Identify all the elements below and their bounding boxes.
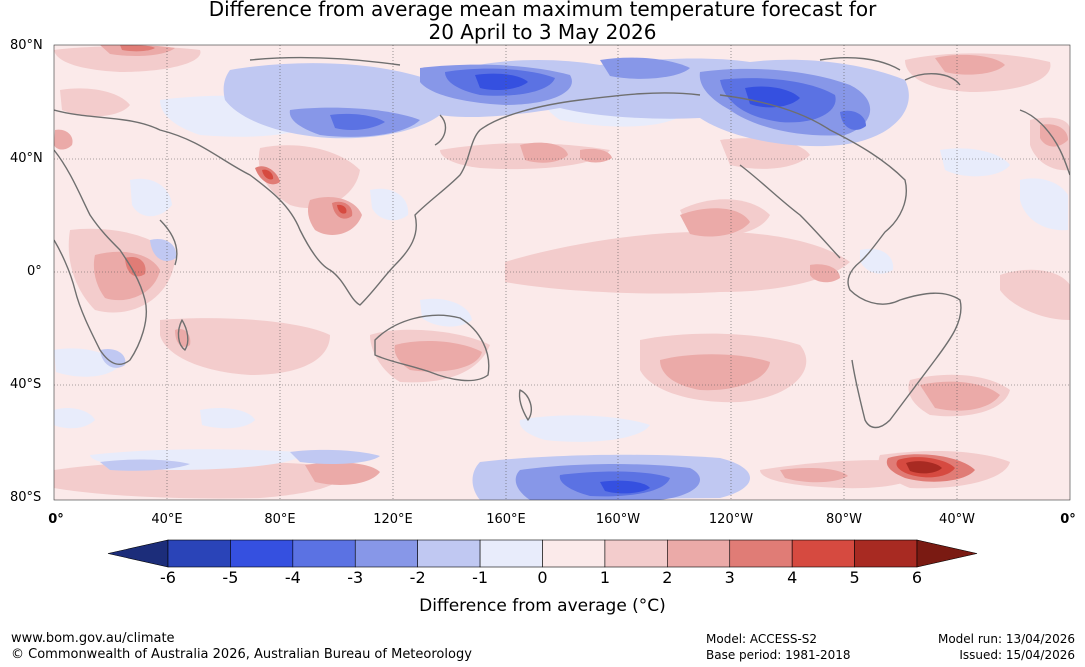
- extreme-cold-areas: [475, 73, 800, 494]
- footer-copyright: © Commonwealth of Australia 2026, Austra…: [11, 647, 472, 662]
- footer-base-period: Base period: 1981-2018: [706, 648, 851, 662]
- lon-label-0-east: 0°: [1060, 512, 1076, 527]
- lat-label-80s: 80°S: [10, 490, 42, 505]
- lon-label-160w: 160°W: [595, 512, 641, 527]
- colorbar-tick-label: -5: [222, 568, 239, 587]
- colorbar-cell: [667, 539, 731, 568]
- colorbar-cell: [604, 539, 668, 568]
- colorbar-cell: [854, 539, 918, 568]
- map-title-line2: 20 April to 3 May 2026: [428, 20, 657, 44]
- colorbar-cell: [292, 539, 356, 568]
- graticule: [54, 45, 1070, 500]
- lon-label-120w: 120°W: [708, 512, 754, 527]
- footer-website: www.bom.gov.au/climate: [11, 631, 175, 646]
- colorbar-extend-low: [107, 539, 169, 568]
- colorbar-cell: [417, 539, 481, 568]
- colorbar-cell: [167, 539, 231, 568]
- map-frame: [53, 44, 1071, 501]
- lon-label-80e: 80°E: [264, 512, 296, 527]
- colorbar-tick-label: 5: [849, 568, 860, 587]
- colorbar-cell: [230, 539, 294, 568]
- lat-label-40s: 40°S: [10, 377, 42, 392]
- colorbar-tick-label: -4: [284, 568, 301, 587]
- colorbar-label: Difference from average (°C): [419, 596, 666, 616]
- colorbar-cell: [354, 539, 418, 568]
- footer-model-run: Model run: 13/04/2026: [937, 632, 1075, 646]
- lon-label-120e: 120°E: [373, 512, 413, 527]
- footer-model: Model: ACCESS-S2: [706, 632, 818, 646]
- colorbar-tick-label: -1: [472, 568, 489, 587]
- footer-issued: Issued: 15/04/2026: [959, 648, 1075, 662]
- colorbar-cell: [479, 539, 543, 568]
- colorbar-tick-label: 1: [599, 568, 610, 587]
- colorbar-tick-label: -6: [160, 568, 176, 587]
- colorbar-cell: [791, 539, 855, 568]
- colorbar-cell: [729, 539, 793, 568]
- colorbar-tick-label: -3: [347, 568, 364, 587]
- lon-label-40e: 40°E: [151, 512, 183, 527]
- lat-label-40n: 40°N: [10, 151, 43, 166]
- moderate-warm-areas: [54, 45, 1068, 485]
- colorbar-cell: [542, 539, 606, 568]
- colorbar-tick-label: -2: [409, 568, 426, 587]
- lat-label-80n: 80°N: [10, 38, 43, 53]
- colorbar-tick-label: 6: [911, 568, 923, 587]
- colorbar-tick-label: 0: [537, 568, 548, 587]
- colorbar-tick-label: 2: [662, 568, 673, 587]
- extreme-warm-areas: [262, 169, 955, 478]
- lon-label-40w: 40°W: [939, 512, 975, 527]
- colorbar-tick-label: 4: [787, 568, 798, 587]
- lon-label-0-west: 0°: [48, 512, 64, 527]
- lat-label-equator: 0°: [27, 264, 42, 279]
- lon-label-80w: 80°W: [826, 512, 862, 527]
- colorbar-extend-high: [916, 539, 978, 568]
- lon-label-160e: 160°E: [486, 512, 526, 527]
- colorbar-tick-label: 3: [724, 568, 735, 587]
- map-title-line1: Difference from average mean maximum tem…: [208, 0, 877, 21]
- coastlines: [54, 56, 1070, 429]
